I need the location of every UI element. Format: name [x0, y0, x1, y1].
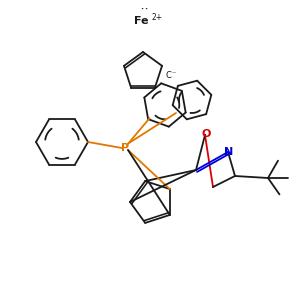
- Text: P: P: [121, 143, 129, 153]
- Text: ⁻: ⁻: [171, 70, 175, 79]
- Text: O: O: [201, 129, 211, 139]
- Text: Fe: Fe: [134, 16, 148, 26]
- Text: 2+: 2+: [151, 14, 162, 22]
- Text: C: C: [165, 71, 171, 80]
- Text: N: N: [224, 147, 234, 157]
- Text: ··: ··: [139, 6, 149, 15]
